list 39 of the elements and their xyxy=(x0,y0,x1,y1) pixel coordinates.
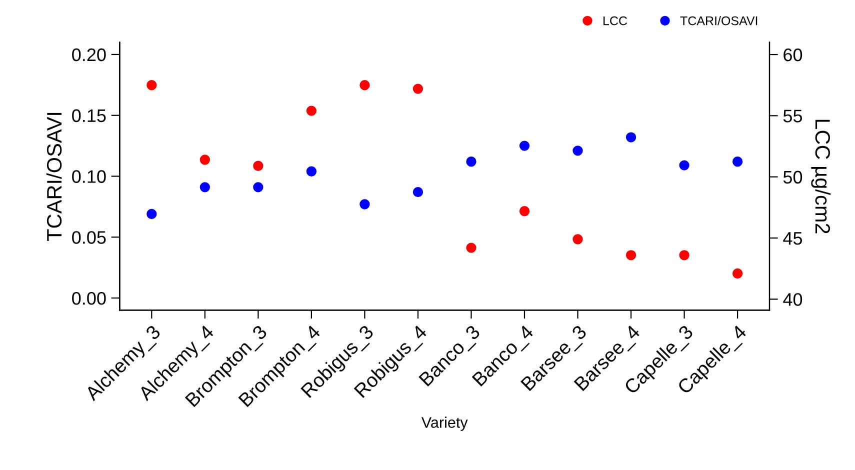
point xyxy=(572,146,583,156)
legend-label: TCARI/OSAVI xyxy=(680,16,758,26)
point xyxy=(626,250,636,260)
point xyxy=(360,199,370,210)
y2-tick-label: 55 xyxy=(783,110,802,122)
point xyxy=(306,166,317,176)
point xyxy=(732,268,743,279)
point xyxy=(253,182,264,192)
y2-tick-label: 60 xyxy=(784,48,802,62)
x-axis-title: Variety xyxy=(421,416,468,431)
legend-label: LCC xyxy=(604,16,628,26)
y2-tick-label: 40 xyxy=(783,293,802,306)
point xyxy=(466,156,476,167)
y-tick-label: 0.00 xyxy=(72,292,106,305)
y-tick-label: 0.10 xyxy=(72,170,106,183)
point xyxy=(679,250,690,260)
point xyxy=(306,106,317,116)
point xyxy=(519,140,530,151)
point xyxy=(360,80,370,90)
point xyxy=(412,186,424,198)
y-tick-label: 0.05 xyxy=(72,231,106,244)
y2-tick-label: 45 xyxy=(783,232,802,245)
y2-axis-title: LCC µg/cm2 xyxy=(811,120,831,234)
point xyxy=(146,80,157,90)
y-tick-label: 0.20 xyxy=(72,48,106,62)
point xyxy=(412,84,424,94)
point xyxy=(519,206,530,216)
point xyxy=(466,242,476,253)
point xyxy=(253,160,264,171)
point xyxy=(572,234,583,244)
point xyxy=(200,182,210,192)
point xyxy=(732,156,743,167)
y-tick-label: 0.15 xyxy=(72,109,106,122)
point xyxy=(626,132,636,142)
point xyxy=(146,208,157,220)
y2-tick-label: 50 xyxy=(783,170,802,184)
point xyxy=(200,154,210,165)
y-axis-title: TCARI/OSAVI xyxy=(46,112,62,241)
point xyxy=(679,160,690,170)
